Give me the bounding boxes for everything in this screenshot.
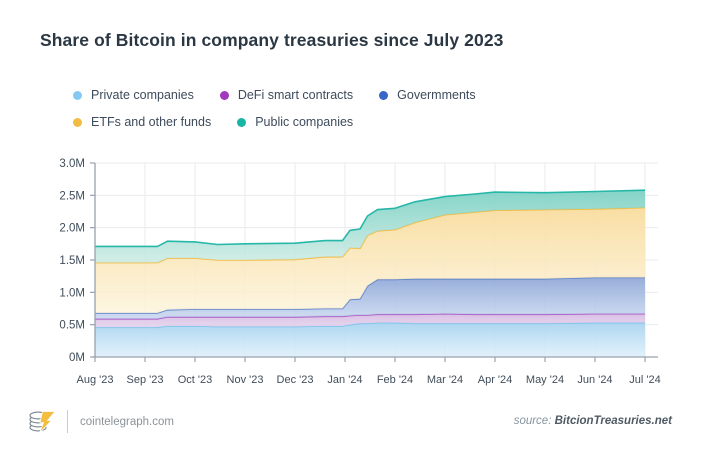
- legend-label-governments: Govermments: [397, 88, 476, 102]
- footer-source: source: BitcionTreasuries.net: [514, 415, 672, 427]
- legend-dot-private-companies-icon: [73, 90, 82, 100]
- x-tick-label: Sep '23: [127, 374, 164, 386]
- legend: Private companies DeFi smart contracts G…: [73, 88, 476, 129]
- x-tick-label: Jan '24: [327, 374, 362, 386]
- x-tick-label: Oct '23: [178, 374, 213, 386]
- y-tick-label: 2.0M: [59, 223, 85, 235]
- legend-dot-public-companies-icon: [237, 117, 247, 127]
- legend-item-defi-smart-contracts: DeFi smart contracts: [219, 88, 354, 102]
- legend-row-1: Private companies DeFi smart contracts G…: [73, 88, 476, 102]
- page-title: Share of Bitcoin in company treasuries s…: [40, 30, 504, 50]
- legend-item-etfs-and-other-funds: ETFs and other funds: [73, 115, 211, 129]
- x-tick-label: Mar '24: [427, 374, 463, 386]
- cointelegraph-logo-icon: [29, 411, 56, 434]
- footer-site-text: cointelegraph.com: [80, 415, 174, 428]
- area-private-companies: [95, 322, 645, 357]
- legend-dot-etfs-and-other-funds-icon: [73, 117, 82, 127]
- legend-item-public-companies: Public companies: [237, 115, 353, 129]
- footer-divider: [67, 410, 68, 433]
- x-tick-label: Dec '23: [277, 374, 314, 386]
- lightning-icon: [39, 411, 56, 434]
- area-govermments: [95, 277, 645, 319]
- y-tick-label: 1.0M: [59, 287, 85, 299]
- treasury-stacked-area-chart: 0M 0.5M 1.0M 1.5M 2.0M 2.5M 3.0M Aug '23 Sep '23…: [59, 158, 660, 386]
- legend-row-2: ETFs and other funds Public companies: [73, 115, 476, 129]
- footer-branding: cointelegraph.com: [28, 408, 174, 435]
- line-public-companies: [95, 189, 646, 248]
- chart-area: 0M 0.5M 1.0M 1.5M 2.0M 2.5M 3.0M Aug '23 Sep '23…: [30, 155, 675, 392]
- y-tick-label: 3.0M: [59, 158, 85, 170]
- legend-label-public-companies: Public companies: [255, 115, 354, 129]
- y-tick-label: 0M: [69, 352, 85, 364]
- x-tick-label: Feb '24: [377, 374, 413, 386]
- x-tick-label: Jun '24: [577, 374, 612, 386]
- footer: cointelegraph.com source: BitcionTreasur…: [0, 404, 701, 444]
- y-tick-label: 1.5M: [59, 255, 85, 267]
- legend-label-etfs-and-other-funds: ETFs and other funds: [91, 115, 212, 129]
- x-tick-label: Jul '24: [629, 374, 660, 386]
- x-tick-label: Nov '23: [227, 374, 264, 386]
- area-etfs-and-other-funds: [95, 207, 645, 313]
- legend-label-defi-smart-contracts: DeFi smart contracts: [237, 88, 354, 102]
- x-tick-label: May '24: [526, 374, 564, 386]
- legend-dot-defi-smart-contracts-icon: [219, 90, 229, 100]
- source-name: BitcionTreasuries.net: [554, 415, 672, 427]
- y-tick-label: 0.5M: [59, 320, 85, 332]
- legend-label-private-companies: Private companies: [91, 88, 194, 102]
- x-tick-label: Aug '23: [77, 374, 114, 386]
- legend-item-governments: Govermments: [379, 88, 476, 102]
- source-label: source:: [513, 415, 552, 427]
- y-tick-label: 2.5M: [59, 190, 85, 202]
- legend-dot-governments-icon: [379, 90, 389, 100]
- x-tick-label: Apr '24: [478, 374, 513, 386]
- legend-item-private-companies: Private companies: [73, 88, 194, 102]
